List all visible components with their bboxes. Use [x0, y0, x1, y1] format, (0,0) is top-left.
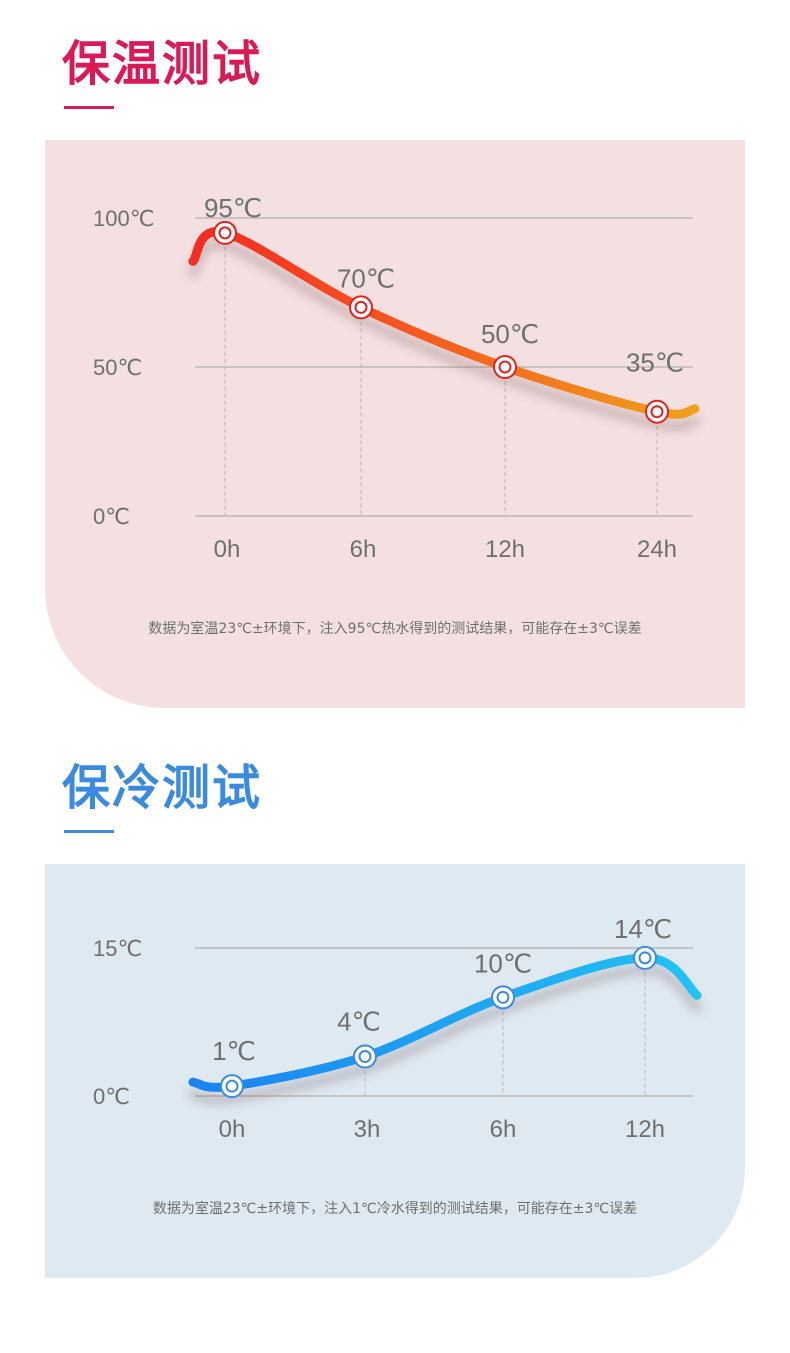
data-point-12h: [493, 355, 517, 379]
y-tick-label: 0℃: [93, 504, 130, 529]
cold-chart: 15℃ 0℃ 0h 3h 6h 12h 1℃ 4℃ 10℃ 14℃: [93, 914, 702, 1143]
data-point-3h: [353, 1044, 377, 1069]
data-point-0h: [220, 1074, 244, 1099]
data-label: 50℃: [481, 319, 539, 349]
series-line: [188, 953, 702, 1092]
y-tick-label: 100℃: [93, 206, 154, 231]
data-point-12h: [633, 945, 657, 970]
cold-title-underline: [64, 830, 114, 833]
cold-chart-panel: 15℃ 0℃ 0h 3h 6h 12h 1℃ 4℃ 10℃ 14℃ 数据为室温23℃±环境下，注入…: [45, 864, 745, 1278]
data-point-0h: [213, 220, 237, 245]
data-point-6h: [491, 985, 515, 1010]
warm-chart-note: 数据为室温23℃±环境下，注入95℃热水得到的测试结果，可能存在±3℃误差: [148, 621, 642, 637]
warm-chart-panel: 100℃ 50℃ 0℃ 0h 6h 12h 24h 95℃ 70℃ 50℃ 35℃ 数据为室温23℃…: [45, 140, 745, 708]
warm-chart: 100℃ 50℃ 0℃ 0h 6h 12h 24h 95℃ 70℃ 50℃ 35℃: [93, 193, 700, 563]
y-tick-label: 50℃: [93, 355, 142, 380]
y-tick-label: 0℃: [93, 1084, 130, 1109]
data-label: 4℃: [337, 1007, 381, 1037]
x-tick-label: 0h: [214, 536, 241, 563]
x-tick-label: 0h: [219, 1116, 246, 1143]
data-label: 14℃: [614, 914, 672, 944]
data-label: 10℃: [474, 948, 532, 978]
x-tick-label: 3h: [354, 1116, 381, 1143]
data-point-6h: [349, 295, 373, 320]
x-tick-label: 6h: [490, 1116, 517, 1143]
series-line: [188, 227, 700, 419]
x-tick-label: 24h: [637, 536, 677, 563]
y-tick-label: 15℃: [93, 936, 142, 961]
data-point-24h: [645, 399, 669, 424]
x-tick-label: 6h: [350, 536, 377, 563]
data-label: 95℃: [204, 193, 262, 223]
data-label: 70℃: [337, 263, 395, 293]
x-tick-label: 12h: [625, 1116, 665, 1143]
x-tick-label: 12h: [485, 536, 525, 563]
cold-chart-note: 数据为室温23℃±环境下，注入1℃冷水得到的测试结果，可能存在±3℃误差: [152, 1201, 638, 1217]
cold-section-title: 保冷测试: [62, 760, 263, 816]
data-label: 1℃: [212, 1036, 256, 1066]
warm-title-underline: [64, 106, 114, 109]
warm-section-title: 保温测试: [62, 36, 263, 92]
data-label: 35℃: [626, 348, 684, 378]
